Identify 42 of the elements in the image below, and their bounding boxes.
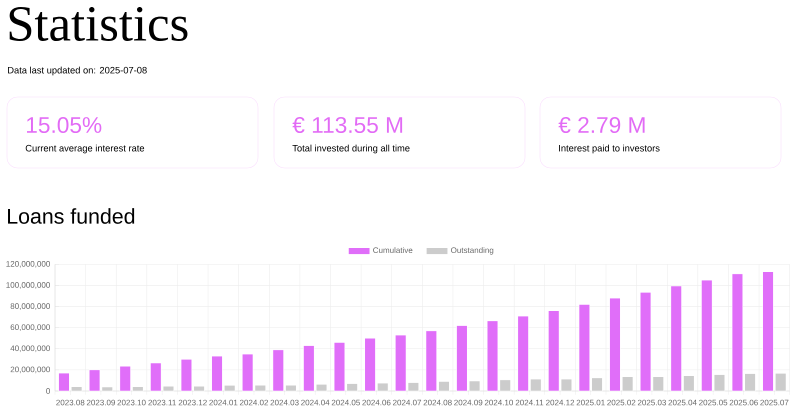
x-tick-label: 2025.04 [668, 400, 697, 406]
text: Current average interest rate [26, 144, 144, 154]
text: Interest paid to investors [559, 144, 660, 154]
x-tick-label: 2024.09 [454, 400, 482, 406]
x-tick-label: 2025.02 [607, 400, 636, 406]
y-tick-label: 20,000,000 [10, 366, 50, 374]
legend-label: Cumulative [373, 247, 412, 254]
x-tick-label: 2024.06 [362, 400, 391, 406]
x-tick-label: 2023.08 [56, 400, 84, 406]
x-tick-label: 2024.08 [424, 400, 452, 406]
y-tick-label: 60,000,000 [10, 324, 50, 331]
x-tick-label: 2024.07 [392, 400, 422, 406]
x-tick-label: 2024.04 [301, 400, 330, 406]
y-tick-label: 100,000,000 [6, 282, 50, 289]
text: Total invested during all time [292, 144, 410, 154]
text: € 113.55 M [292, 116, 402, 134]
x-tick-label: 2024.11 [516, 400, 544, 406]
x-tick-label: 2024.05 [332, 400, 360, 406]
text: Statistics [10, 6, 188, 42]
x-tick-label: 2025.03 [638, 400, 666, 406]
x-tick-label: 2024.03 [270, 400, 299, 406]
text: 15.05% [27, 116, 102, 134]
x-tick-label: 2025.01 [576, 400, 605, 406]
legend-label: Outstanding [451, 247, 494, 255]
x-tick-label: 2025.06 [730, 400, 758, 406]
x-tick-label: 2025.05 [699, 400, 728, 406]
y-tick-label: 40,000,000 [10, 345, 50, 352]
x-tick-label: 2023.12 [178, 400, 207, 406]
x-tick-label: 2023.10 [117, 400, 146, 406]
x-tick-label: 2024.02 [240, 400, 268, 406]
x-tick-label: 2024.01 [209, 400, 238, 406]
x-tick-label: 2025.07 [760, 400, 788, 406]
x-tick-label: 2023.09 [86, 400, 115, 406]
y-tick-label: 80,000,000 [10, 303, 50, 310]
y-tick-label: 120,000,000 [6, 261, 50, 268]
chart-title: Loans funded [8, 208, 134, 224]
y-tick-label: 0 [46, 388, 50, 394]
x-tick-label: 2023.11 [148, 400, 176, 406]
text: Data last updated on: 2025-07-08 [8, 66, 147, 76]
x-tick-label: 2024.12 [546, 400, 574, 406]
x-tick-label: 2024.10 [484, 400, 514, 406]
text: € 2.79 M [558, 116, 645, 134]
